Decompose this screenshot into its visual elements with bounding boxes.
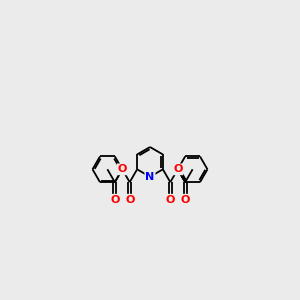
Text: O: O — [110, 195, 119, 205]
Text: O: O — [118, 164, 127, 174]
Text: O: O — [125, 195, 134, 205]
Text: N: N — [146, 172, 154, 182]
Text: O: O — [181, 195, 190, 205]
Text: O: O — [166, 195, 175, 205]
Text: O: O — [173, 164, 182, 174]
